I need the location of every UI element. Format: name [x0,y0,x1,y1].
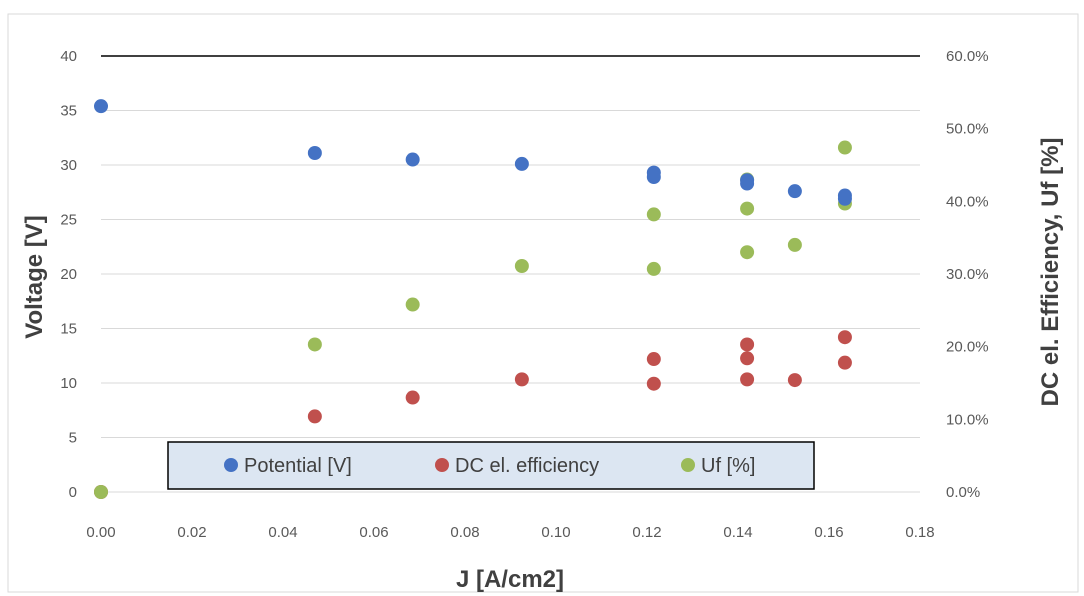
y2-tick-label: 40.0% [946,193,989,210]
y-tick-label: 20 [60,266,77,283]
x-tick-label: 0.04 [268,524,297,541]
y-tick-label: 10 [60,375,77,392]
data-point-uf [646,207,661,222]
y-tick-label: 0 [69,484,77,501]
y-tick-label: 15 [60,321,77,338]
y-tick-label: 35 [60,103,77,120]
data-point-dc-el-efficiency [514,372,529,387]
legend-label-dc-efficiency: DC el. efficiency [455,455,599,477]
data-point-dc-el-efficiency [740,337,755,352]
x-axis-title: J [A/cm2] [456,566,564,593]
data-point-dc-el-efficiency [405,390,420,405]
data-point-potential-v [405,152,420,167]
data-point-potential-v [307,146,322,161]
x-tick-label: 0.10 [541,524,570,541]
data-point-uf [740,245,755,260]
data-point-uf [837,140,852,155]
x-tick-label: 0.02 [177,524,206,541]
y-axis-title: Voltage [V] [21,215,48,339]
data-point-dc-el-efficiency [307,409,322,424]
data-point-potential-v [646,169,661,184]
x-tick-label: 0.06 [359,524,388,541]
data-point-dc-el-efficiency [740,351,755,366]
data-point-potential-v [740,176,755,191]
x-axis-ticks: 0.00 0.02 0.04 0.06 0.08 0.10 0.12 0.14 0.16 0.18 [86,524,934,541]
legend: Potential [V] DC el. efficiency Uf [%] [167,441,815,490]
x-tick-label: 0.08 [450,524,479,541]
data-point-uf [787,237,802,252]
data-point-dc-el-efficiency [646,352,661,367]
data-point-uf [307,337,322,352]
data-point-dc-el-efficiency [837,330,852,345]
y2-axis-title: DC el. Efficiency, Uf [%] [1037,138,1064,407]
x-tick-label: 0.16 [814,524,843,541]
data-point-potential-v [94,99,108,114]
data-point-potential-v [514,156,529,171]
y-tick-label: 5 [69,430,77,447]
y2-axis-ticks: 0.0% 10.0% 20.0% 30.0% 40.0% 50.0% 60.0% [946,48,989,501]
y2-tick-label: 50.0% [946,121,989,138]
data-point-uf [740,201,755,216]
data-point-potential-v [837,191,852,206]
y2-tick-label: 60.0% [946,48,989,65]
data-point-dc-el-efficiency [740,372,755,387]
legend-marker-dc-efficiency [435,458,449,472]
gridlines [101,55,920,493]
x-tick-label: 0.12 [632,524,661,541]
data-point-uf [405,297,420,312]
data-point-uf [94,485,108,499]
x-tick-label: 0.00 [86,524,115,541]
legend-label-uf: Uf [%] [701,455,755,477]
data-point-dc-el-efficiency [837,355,852,370]
chart-border [7,13,1079,593]
x-tick-label: 0.18 [905,524,934,541]
x-tick-label: 0.14 [723,524,752,541]
data-points [94,99,852,499]
y2-tick-label: 20.0% [946,339,989,356]
data-point-dc-el-efficiency [646,376,661,391]
y2-tick-label: 0.0% [946,484,980,501]
y2-tick-label: 30.0% [946,266,989,283]
data-point-uf [646,261,661,276]
y2-tick-label: 10.0% [946,411,989,428]
y-tick-label: 25 [60,212,77,229]
legend-label-potential: Potential [V] [244,455,352,477]
data-point-potential-v [787,184,802,199]
legend-marker-potential [224,458,238,472]
legend-box [167,441,815,490]
y-tick-label: 40 [60,48,77,65]
data-point-uf [514,259,529,274]
y-axis-ticks: 0 5 10 15 20 25 30 35 40 [60,48,77,501]
legend-marker-uf [681,458,695,472]
data-point-dc-el-efficiency [787,373,802,388]
y-tick-label: 30 [60,157,77,174]
